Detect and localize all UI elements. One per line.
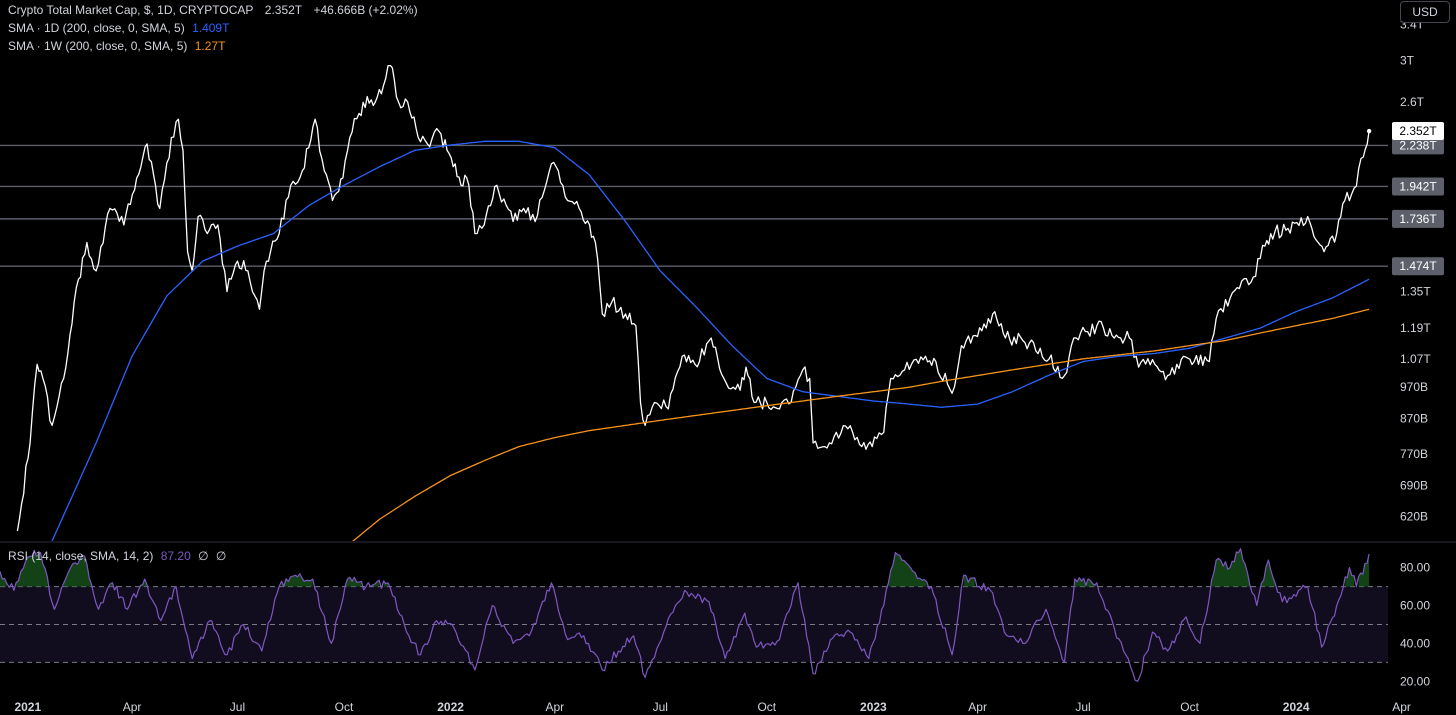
time-tick-label: Apr bbox=[123, 700, 142, 714]
time-axis[interactable]: 2021 Apr Jul Oct 2022 Apr Jul Oct 2023 Apr Jul Oct 2… bbox=[14, 700, 1410, 714]
time-tick-label: 2022 bbox=[437, 700, 464, 714]
sma-1d-label: SMA · 1D (200, close, 0, SMA, 5) bbox=[8, 21, 185, 35]
price-tick-label: 2.6T bbox=[1400, 95, 1425, 109]
sma-1d-legend[interactable]: SMA · 1D (200, close, 0, SMA, 5) 1.409T bbox=[8, 21, 233, 35]
price-tick-label: 1.35T bbox=[1400, 285, 1431, 299]
sma-1w-value: 1.27T bbox=[194, 39, 226, 53]
rsi-tick-label: 20.00 bbox=[1400, 674, 1430, 688]
line-price-tag-label: 1.736T bbox=[1399, 212, 1437, 226]
price-tick-label: 3T bbox=[1400, 54, 1415, 68]
line-price-tag-bg bbox=[1392, 209, 1444, 228]
price-tick-label: 770B bbox=[1400, 447, 1428, 461]
rsi-pane[interactable] bbox=[0, 548, 1388, 682]
line-price-tag-bg bbox=[1392, 136, 1444, 155]
price-tick-label: 970B bbox=[1400, 380, 1428, 394]
price-change: +46.666B (+2.02%) bbox=[313, 3, 418, 17]
rsi-hidden-marker-2: ∅ bbox=[215, 549, 227, 563]
time-tick-label: Apr bbox=[545, 700, 564, 714]
rsi-tick-label: 60.00 bbox=[1400, 599, 1430, 613]
main-legend: Crypto Total Market Cap, $, 1D, CRYPTOCA… bbox=[8, 3, 422, 17]
rsi-label: RSI (14, close, SMA, 14, 2) bbox=[8, 549, 154, 563]
price-tick-label: 870B bbox=[1400, 412, 1428, 426]
rsi-hidden-marker-1: ∅ bbox=[198, 549, 209, 563]
time-tick-label: Jul bbox=[1075, 700, 1090, 714]
sma-1w-legend[interactable]: SMA · 1W (200, close, 0, SMA, 5) 1.27T bbox=[8, 39, 229, 53]
symbol-title[interactable]: Crypto Total Market Cap, $, 1D, CRYPTOCA… bbox=[8, 3, 254, 17]
price-tick-label: 1.07T bbox=[1400, 352, 1431, 366]
time-tick-label: Jul bbox=[230, 700, 245, 714]
line-price-tag-label: 2.238T bbox=[1399, 138, 1437, 152]
price-tick-label: 620B bbox=[1400, 510, 1428, 524]
rsi-line[interactable] bbox=[0, 548, 1370, 682]
last-price-dot bbox=[1366, 128, 1372, 134]
sma-1d-line[interactable] bbox=[50, 140, 1370, 546]
price-axis[interactable]: 3.4T3T2.6T1.35T1.19T1.07T970B870B770B690… bbox=[1392, 17, 1444, 688]
rsi-tick-label: 40.00 bbox=[1400, 636, 1430, 650]
last-price: 2.352T bbox=[264, 3, 303, 17]
time-tick-label: Jul bbox=[653, 700, 668, 714]
time-tick-label: 2024 bbox=[1283, 700, 1310, 714]
rsi-overbought-fill bbox=[0, 548, 1370, 587]
line-price-tag-label: 1.942T bbox=[1399, 179, 1437, 193]
sma-1w-label: SMA · 1W (200, close, 0, SMA, 5) bbox=[8, 39, 188, 53]
sma-1w-line[interactable] bbox=[341, 308, 1370, 551]
line-price-tag-bg bbox=[1392, 257, 1444, 276]
rsi-value: 87.20 bbox=[160, 549, 191, 563]
price-pane[interactable] bbox=[0, 64, 1388, 552]
time-tick-label: 2023 bbox=[860, 700, 887, 714]
rsi-tick-label: 80.00 bbox=[1400, 561, 1430, 575]
rsi-legend[interactable]: RSI (14, close, SMA, 14, 2) 87.20 ∅ ∅ bbox=[8, 549, 230, 563]
time-tick-label: Oct bbox=[1180, 700, 1199, 714]
line-price-tag-bg bbox=[1392, 177, 1444, 196]
last-price-tag-label: 2.352T bbox=[1399, 124, 1437, 138]
time-tick-label: Apr bbox=[968, 700, 987, 714]
time-tick-label: 2021 bbox=[14, 700, 41, 714]
sma-1d-value: 1.409T bbox=[192, 21, 230, 35]
price-tick-label: 1.19T bbox=[1400, 321, 1431, 335]
currency-button[interactable]: USD bbox=[1400, 1, 1450, 23]
last-price-tag-bg bbox=[1392, 122, 1444, 141]
time-tick-label: Apr bbox=[1392, 700, 1411, 714]
price-line[interactable] bbox=[16, 64, 1370, 532]
price-tick-label: 690B bbox=[1400, 479, 1428, 493]
time-tick-label: Oct bbox=[757, 700, 776, 714]
line-price-tag-label: 1.474T bbox=[1399, 259, 1437, 273]
time-tick-label: Oct bbox=[335, 700, 354, 714]
